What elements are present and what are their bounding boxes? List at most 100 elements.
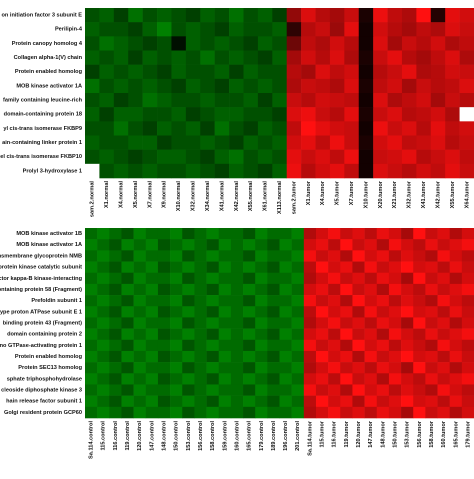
heatmap-cell (142, 36, 158, 51)
heatmap-cell (430, 107, 446, 122)
heatmap-cell (142, 22, 158, 37)
heatmap-cell (170, 406, 183, 419)
heatmap-cell (194, 362, 207, 374)
heatmap-cell (413, 228, 426, 240)
heatmap-cell (185, 121, 201, 136)
heatmap-cell (194, 295, 207, 307)
heatmap-cell (157, 250, 171, 262)
heatmap-cell (329, 22, 345, 37)
row-label: MOB kinase activator 1B (16, 231, 82, 237)
column-label: 165.control (247, 421, 253, 451)
heatmap-cell (170, 306, 183, 318)
heatmap-cell (373, 8, 388, 23)
heatmap-cell (425, 283, 438, 296)
heatmap-cell (255, 306, 268, 318)
heatmap-cell (387, 64, 403, 80)
heatmap-cell (388, 283, 402, 296)
heatmap-cell (449, 373, 463, 385)
heatmap-cell (182, 350, 195, 363)
heatmap-cell (459, 107, 474, 122)
heatmap-cell (328, 384, 341, 396)
heatmap-cell (133, 328, 147, 341)
column-label: 156.control (198, 421, 204, 451)
heatmap-cell (200, 22, 215, 37)
heatmap-cell (170, 239, 183, 251)
heatmap-cell (133, 362, 147, 374)
heatmap-cell (85, 306, 98, 318)
heatmap-cell (99, 36, 115, 51)
heatmap-cell (99, 8, 115, 23)
heatmap-cell (185, 107, 201, 122)
heatmap-cell (229, 93, 244, 108)
column-label: 158.control (210, 421, 216, 451)
heatmap-cell (229, 64, 244, 80)
heatmap-cell (214, 50, 230, 65)
heatmap-cell (340, 306, 353, 318)
heatmap-cell (170, 261, 183, 274)
heatmap-cell (214, 64, 230, 80)
heatmap-cell (388, 272, 402, 285)
heatmap-cell (85, 8, 100, 23)
heatmap-cell (230, 250, 244, 262)
column-label: 150.control (174, 421, 180, 451)
heatmap-cell (449, 250, 463, 262)
column-label: Sa.114.tumor (307, 420, 313, 456)
heatmap-cell (388, 239, 402, 251)
heatmap-cell (243, 8, 259, 23)
heatmap-cell (182, 272, 195, 285)
heatmap-cell (328, 362, 341, 374)
heatmap-cell (328, 395, 341, 408)
heatmap-cell (364, 261, 378, 274)
heatmap-cell (352, 228, 365, 240)
heatmap-cell (401, 406, 414, 419)
heatmap-cell (376, 362, 390, 374)
heatmap-cell (328, 328, 341, 341)
heatmap-cell (430, 50, 446, 65)
heatmap-cell (387, 121, 403, 136)
heatmap-cell (445, 78, 460, 94)
heatmap-cell (401, 306, 414, 318)
heatmap-cell (267, 283, 280, 296)
heatmap-cell (113, 135, 129, 150)
heatmap-cell (352, 373, 365, 385)
heatmap-cell (461, 384, 474, 396)
heatmap-cell (449, 350, 463, 363)
heatmap-cell (157, 64, 172, 80)
heatmap-cell (401, 250, 414, 262)
heatmap-cell (229, 78, 244, 94)
heatmap-cell (459, 121, 474, 136)
heatmap-cell (257, 36, 273, 51)
heatmap-cell (230, 328, 244, 341)
heatmap-cell (170, 350, 183, 363)
heatmap-cell (445, 163, 460, 179)
heatmap-cell (218, 339, 232, 352)
heatmap-cell (461, 406, 474, 419)
heatmap-cell (461, 373, 474, 385)
heatmap-cell (329, 121, 345, 136)
heatmap-cell (315, 93, 331, 108)
heatmap-cell (364, 350, 378, 363)
heatmap-cell (413, 239, 426, 251)
heatmap-cell (315, 163, 331, 179)
heatmap-cell (352, 350, 365, 363)
heatmap-cell (329, 163, 345, 179)
heatmap-cell (373, 50, 388, 65)
heatmap-cell (121, 362, 134, 374)
heatmap-cell (121, 239, 134, 251)
heatmap-cell (291, 295, 305, 307)
heatmap-cell (344, 121, 360, 136)
heatmap-cell (142, 149, 158, 165)
column-label: 120.tumor (356, 420, 362, 448)
heatmap-cell (286, 121, 302, 136)
heatmap-cell (171, 135, 187, 150)
heatmap-cell (459, 149, 474, 165)
heatmap-cell (142, 107, 158, 122)
heatmap-cell (449, 272, 463, 285)
heatmap-cell (157, 261, 171, 274)
heatmap-cell (437, 317, 450, 329)
heatmap-cell (303, 373, 317, 385)
column-label: 148.tumor (380, 420, 386, 448)
heatmap-cell (279, 306, 292, 318)
heatmap-cell (157, 395, 171, 408)
heatmap-cell (214, 93, 230, 108)
